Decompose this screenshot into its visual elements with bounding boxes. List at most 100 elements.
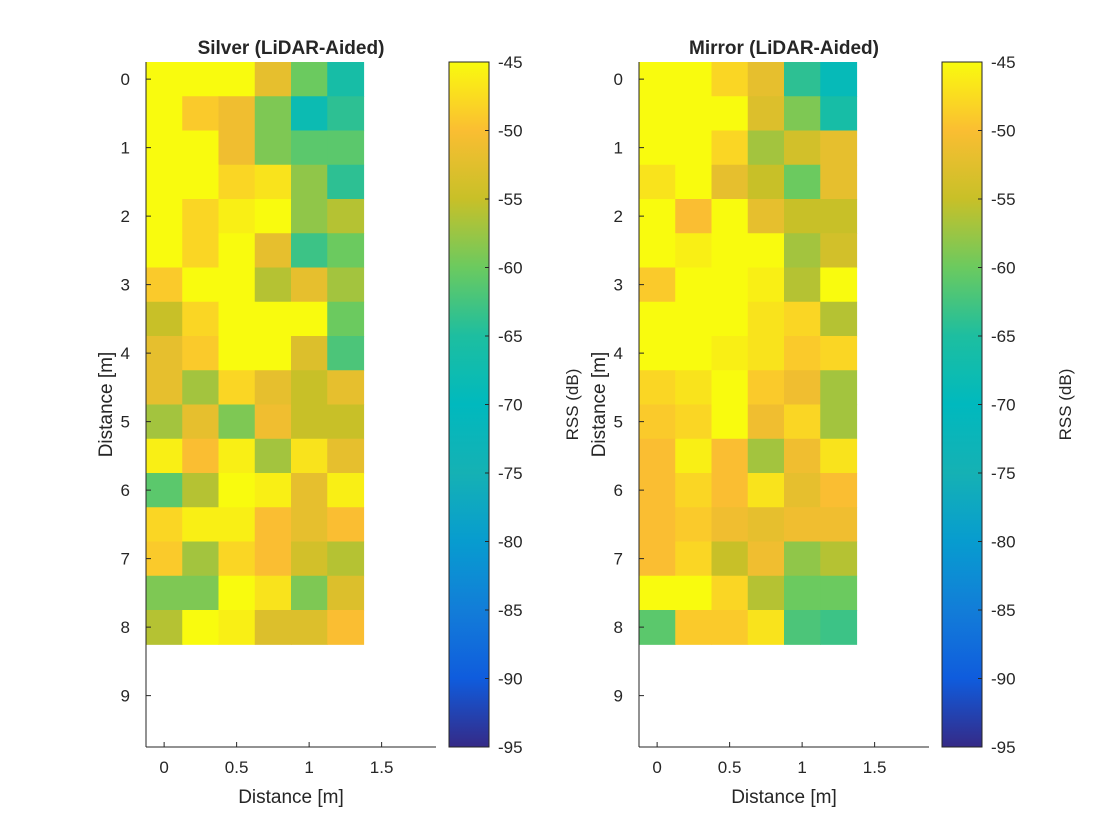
heatmap-cell	[182, 610, 220, 645]
heatmap-cell	[254, 233, 292, 269]
heatmap-cell	[820, 130, 858, 166]
heatmap-cell	[820, 438, 858, 474]
colorbar-tick-label: -50	[991, 122, 1016, 141]
heatmap-cell	[254, 507, 292, 543]
heatmap-cell	[747, 473, 785, 508]
y-tick-label: 7	[121, 550, 130, 569]
heatmap-cell	[711, 96, 749, 132]
heatmap-cell	[146, 267, 183, 303]
heatmap-cell	[675, 438, 713, 474]
colorbar-tick-label: -85	[991, 601, 1016, 620]
mirror-heatmap-panel: 0 0.5 1 1.5 0 1 2 3 4 5 6 7 8 9 Mirror (LiDAR-Aided) Di…	[589, 38, 1075, 808]
heatmap-cell	[711, 438, 749, 474]
heatmap-cell	[182, 473, 220, 508]
heatmap-cell	[784, 130, 821, 166]
heatmap-cell	[146, 541, 183, 577]
heatmap-cell	[254, 96, 292, 132]
heatmap-cell	[820, 541, 858, 577]
heatmap-cell	[327, 541, 365, 577]
y-tick-label: 3	[121, 276, 130, 295]
heatmap-cell	[675, 199, 713, 234]
x-tick-label: 0.5	[225, 758, 249, 777]
heatmap-cell	[146, 370, 183, 406]
heatmap-cell	[146, 575, 183, 611]
heatmap-cell	[146, 62, 183, 97]
y-tick-label: 9	[121, 687, 130, 706]
heatmap-cell	[327, 267, 365, 303]
y-axis-label: Distance [m]	[96, 352, 117, 458]
heatmap-cell	[146, 130, 183, 166]
heatmap-cell	[218, 575, 256, 611]
heatmap-cell	[784, 164, 821, 200]
heatmap-cell	[784, 233, 821, 269]
heatmap-cell	[747, 438, 785, 474]
heatmap-cell	[675, 473, 713, 508]
heatmap-cell	[639, 438, 676, 474]
heatmap-cell	[639, 507, 676, 543]
heatmap-cell	[182, 404, 220, 440]
heatmap-cell	[711, 164, 749, 200]
heatmap-cell	[711, 301, 749, 337]
heatmap-cell	[291, 507, 328, 543]
heatmap-cell	[639, 404, 676, 440]
heatmap-cell	[218, 267, 256, 303]
heatmap-cell	[711, 130, 749, 166]
y-tick-label: 0	[121, 70, 130, 89]
heatmap-cell	[254, 370, 292, 406]
heatmap-cell	[218, 96, 256, 132]
x-axis-label: Distance [m]	[238, 787, 344, 808]
heatmap-cell	[182, 96, 220, 132]
colorbar-tick-label: -70	[498, 396, 523, 415]
y-tick-label: 3	[614, 276, 623, 295]
heatmap-cell	[820, 199, 858, 234]
heatmap-cell	[327, 575, 365, 611]
heatmap-cell	[675, 267, 713, 303]
heatmap-cell	[291, 438, 328, 474]
colorbar-tick-label: -75	[991, 464, 1016, 483]
heatmap-cell	[327, 199, 365, 234]
heatmap-cell	[182, 541, 220, 577]
y-tick-label: 0	[614, 70, 623, 89]
heatmap-cell	[254, 164, 292, 200]
heatmap-cell	[182, 164, 220, 200]
y-tick-label: 8	[121, 618, 130, 637]
heatmap-cell	[639, 233, 676, 269]
heatmap-cell	[820, 267, 858, 303]
heatmap-cell	[639, 610, 676, 645]
y-axis-label: Distance [m]	[589, 352, 610, 458]
heatmap-cell	[639, 164, 676, 200]
heatmap-cell	[291, 164, 328, 200]
heatmap-cell	[218, 507, 256, 543]
heatmap-cell	[291, 370, 328, 406]
heatmap-cell	[218, 301, 256, 337]
colorbar-tick-label: -80	[498, 533, 523, 552]
heatmap-cell	[254, 438, 292, 474]
heatmap-cell	[291, 301, 328, 337]
heatmap-cell	[291, 404, 328, 440]
colorbar-tick-label: -95	[498, 738, 523, 757]
heatmap-cell	[218, 336, 256, 371]
heatmap-cell	[820, 507, 858, 543]
x-tick-label: 0.5	[718, 758, 742, 777]
heatmap-cell	[747, 267, 785, 303]
heatmap-cell	[327, 404, 365, 440]
heatmap-cell	[218, 438, 256, 474]
heatmap-cell	[711, 336, 749, 371]
heatmap-cell	[784, 610, 821, 645]
heatmap-cell	[218, 610, 256, 645]
heatmap-cell	[784, 96, 821, 132]
y-tick-label: 2	[121, 207, 130, 226]
heatmap-cell	[747, 575, 785, 611]
heatmap-cell	[820, 370, 858, 406]
heatmap-cell	[711, 575, 749, 611]
heatmap-cell	[146, 507, 183, 543]
x-tick-label: 0	[159, 758, 168, 777]
x-axis-label: Distance [m]	[731, 787, 837, 808]
heatmap-cell	[711, 473, 749, 508]
heatmap-cell	[675, 130, 713, 166]
x-tick-label: 1.5	[370, 758, 394, 777]
heatmap-cell	[784, 541, 821, 577]
heatmap-cell	[146, 404, 183, 440]
heatmap-cell	[254, 301, 292, 337]
